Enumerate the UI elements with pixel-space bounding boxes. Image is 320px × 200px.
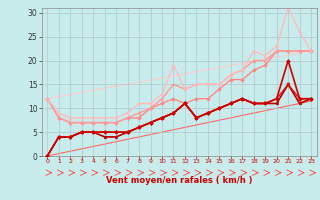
X-axis label: Vent moyen/en rafales ( km/h ): Vent moyen/en rafales ( km/h ) [106,176,252,185]
